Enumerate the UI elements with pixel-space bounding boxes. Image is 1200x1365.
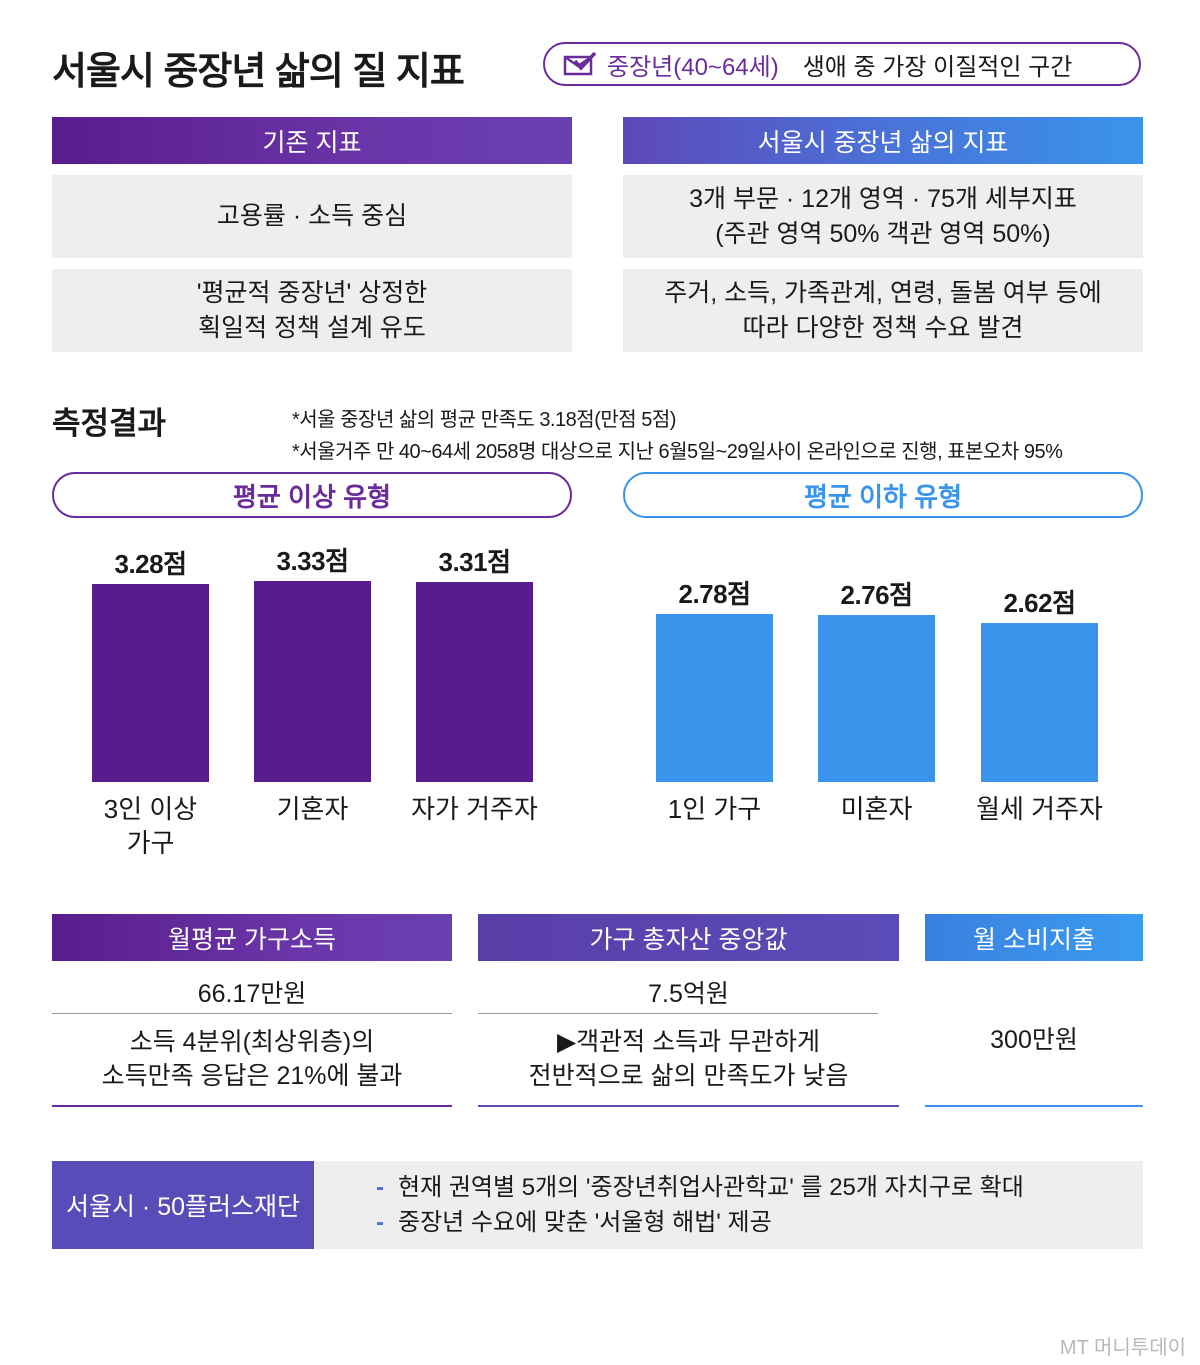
legacy-row-1: 고용률 · 소득 중심 [52, 175, 572, 258]
seoul-row-2: 주거, 소득, 가족관계, 연령, 돌봄 여부 등에 따라 다양한 정책 수요 … [623, 269, 1143, 352]
legacy-row-2-line-2: 획일적 정책 설계 유도 [198, 313, 426, 342]
bar-value-label-4: 2.78점 [678, 579, 751, 609]
legacy-row-2-line-1: '평균적 중장년' 상정한 [196, 278, 428, 307]
footer-item: - 현재 권역별 5개의 '중장년취업사관학교' 를 25개 자치구로 확대 [376, 1170, 1143, 1205]
footer-org-label: 서울시 · 50플러스재단 [52, 1161, 314, 1249]
bar-value-label-3: 3.31점 [438, 547, 511, 577]
stat-divider-assets [478, 1013, 878, 1014]
bar-category-label-3: 자가 거주자 [376, 792, 573, 826]
category-line: 미혼자 [840, 794, 913, 824]
bullet-dash: - [376, 1174, 384, 1201]
stat-value-income: 66.17만원 [197, 980, 307, 1008]
footer-item-text-2: 중장년 수요에 맞춘 '서울형 해법' 제공 [398, 1209, 772, 1236]
bar-3 [416, 582, 533, 782]
bar-5 [818, 615, 935, 782]
publisher-credit: MT 머니투데이 [1059, 1337, 1186, 1359]
stat-value-spending: 300만원 [990, 1026, 1078, 1054]
seoul-row-1-line-2: (주관 영역 50% 객관 영역 50%) [715, 219, 1051, 248]
seoul-row-1-line-1: 3개 부문 · 12개 영역 · 75개 세부지표 [689, 184, 1077, 213]
bar-value-label-1: 3.28점 [114, 549, 187, 579]
seoul-row-2-line-2: 따라 다양한 정책 수요 발견 [742, 313, 1024, 342]
stat-desc-assets-line-1: ▶객관적 소득과 무관하게 [556, 1028, 821, 1056]
bullet-dash: - [376, 1209, 384, 1236]
stat-desc-assets-line-2: 전반적으로 삶의 만족도가 낮음 [528, 1062, 849, 1090]
bar-category-label-4: 1인 가구 [616, 792, 813, 826]
seoul-row-1: 3개 부문 · 12개 영역 · 75개 세부지표 (주관 영역 50% 객관 … [623, 175, 1143, 258]
bar-category-label-2: 기혼자 [214, 792, 411, 826]
stat-header-assets: 가구 총자산 중앙값 [478, 914, 899, 961]
check-envelope-icon [563, 52, 597, 76]
results-heading: 측정결과 [52, 406, 167, 441]
category-line: 기혼자 [276, 794, 349, 824]
legacy-row-1-line-1: 고용률 · 소득 중심 [216, 202, 408, 230]
results-note-1: *서울 중장년 삶의 평균 만족도 3.18점(만점 5점) [292, 409, 676, 431]
bar-category-label-6: 월세 거주자 [941, 792, 1138, 826]
below-average-pill: 평균 이하 유형 [623, 472, 1143, 518]
stat-underline-spending [925, 1105, 1143, 1107]
stat-header-income: 월평균 가구소득 [52, 914, 452, 961]
category-line: 3인 이상 [103, 794, 198, 824]
category-line: 자가 거주자 [411, 794, 538, 824]
bar-1 [92, 584, 209, 782]
stat-desc-income-line-2: 소득만족 응답은 21%에 불과 [101, 1062, 403, 1090]
category-line: 월세 거주자 [976, 794, 1103, 824]
stat-desc-assets: ▶객관적 소득과 무관하게 전반적으로 삶의 만족도가 낮음 [478, 1025, 899, 1093]
stat-header-spending: 월 소비지출 [925, 914, 1143, 961]
footer-item: - 중장년 수요에 맞춘 '서울형 해법' 제공 [376, 1205, 1143, 1240]
category-line: 가구 [126, 828, 175, 858]
stat-underline-assets [478, 1105, 899, 1107]
legacy-index-header: 기존 지표 [52, 117, 572, 164]
summary-text: 생애 중 가장 이질적인 구간 [802, 53, 1073, 81]
summary-highlight: 중장년(40~64세) [607, 53, 779, 81]
footer-item-text-1: 현재 권역별 5개의 '중장년취업사관학교' 를 25개 자치구로 확대 [398, 1174, 1024, 1201]
bar-4 [656, 614, 773, 782]
above-average-pill: 평균 이상 유형 [52, 472, 572, 518]
legacy-row-2: '평균적 중장년' 상정한 획일적 정책 설계 유도 [52, 269, 572, 352]
seoul-row-2-line-1: 주거, 소득, 가족관계, 연령, 돌봄 여부 등에 [664, 278, 1102, 307]
stat-desc-income-line-1: 소득 4분위(최상위층)의 [129, 1028, 375, 1056]
bar-value-label-2: 3.33점 [276, 546, 349, 576]
summary-pill: 중장년(40~64세) 생애 중 가장 이질적인 구간 [543, 42, 1141, 86]
results-note-2: *서울거주 만 40~64세 2058명 대상으로 지난 6월5일~29일사이 … [292, 441, 1063, 463]
stat-underline-income [52, 1105, 452, 1107]
category-line: 1인 가구 [667, 794, 762, 824]
bar-value-label-5: 2.76점 [840, 580, 913, 610]
stat-value-assets: 7.5억원 [648, 980, 729, 1008]
bar-value-label-6: 2.62점 [1003, 588, 1076, 618]
bar-6 [981, 623, 1098, 782]
seoul-index-header: 서울시 중장년 삶의 지표 [623, 117, 1143, 164]
stat-desc-income: 소득 4분위(최상위층)의 소득만족 응답은 21%에 불과 [52, 1025, 452, 1093]
bar-2 [254, 581, 371, 782]
bar-category-label-5: 미혼자 [778, 792, 975, 826]
page-title: 서울시 중장년 삶의 질 지표 [52, 51, 465, 93]
stat-divider-income [52, 1013, 452, 1014]
footer-plan-box: - 현재 권역별 5개의 '중장년취업사관학교' 를 25개 자치구로 확대 -중… [314, 1161, 1143, 1249]
